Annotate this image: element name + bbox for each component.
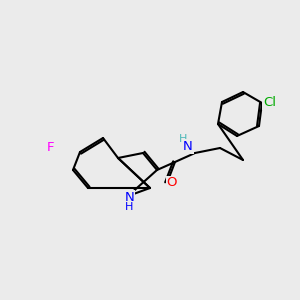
Text: H: H	[179, 134, 188, 143]
Text: Cl: Cl	[263, 97, 276, 110]
Text: H: H	[125, 202, 134, 212]
Text: O: O	[166, 176, 177, 190]
Text: N: N	[183, 140, 193, 153]
Text: F: F	[47, 142, 54, 154]
Text: N: N	[124, 191, 134, 204]
